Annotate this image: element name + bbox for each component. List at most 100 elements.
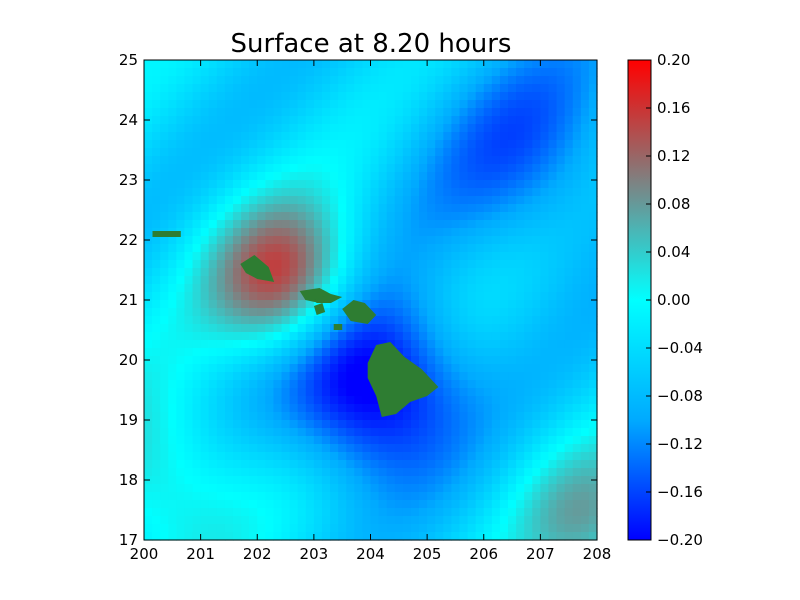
heatmap-cell — [572, 444, 582, 453]
heatmap-cell — [548, 468, 558, 477]
heatmap-cell — [532, 220, 541, 229]
heatmap-cell — [313, 348, 323, 357]
heatmap-cell — [524, 60, 533, 69]
heatmap-cell — [346, 484, 355, 493]
heatmap-cell — [548, 236, 558, 245]
heatmap-cell — [508, 84, 517, 93]
heatmap-cell — [289, 292, 299, 301]
heatmap-cell — [297, 516, 307, 525]
heatmap-cell — [459, 452, 469, 461]
heatmap-cell — [168, 516, 177, 525]
heatmap-cell — [281, 60, 291, 69]
heatmap-cell — [313, 340, 323, 349]
heatmap-cell — [443, 452, 452, 461]
heatmap-cell — [451, 196, 461, 205]
heatmap-cell — [346, 252, 355, 261]
heatmap-cell — [491, 212, 501, 221]
heatmap-cell — [532, 212, 541, 221]
heatmap-cell — [257, 380, 266, 389]
heatmap-cell — [467, 420, 477, 429]
heatmap-cell — [572, 484, 582, 493]
heatmap-cell — [265, 172, 275, 181]
heatmap-cell — [508, 436, 517, 445]
heatmap-cell — [241, 460, 250, 469]
heatmap-cell — [346, 164, 355, 173]
heatmap-cell — [394, 76, 404, 85]
heatmap-cell — [224, 244, 234, 253]
heatmap-cell — [338, 76, 347, 85]
heatmap-cell — [346, 404, 355, 413]
heatmap-cell — [588, 532, 598, 541]
heatmap-cell — [524, 196, 533, 205]
heatmap-cell — [564, 348, 574, 357]
heatmap-cell — [192, 92, 202, 101]
heatmap-cell — [346, 332, 355, 341]
heatmap-cell — [491, 516, 501, 525]
heatmap-cell — [265, 148, 275, 157]
heatmap-cell — [208, 316, 218, 325]
heatmap-cell — [184, 396, 194, 405]
heatmap-cell — [265, 68, 275, 77]
heatmap-cell — [459, 468, 469, 477]
heatmap-cell — [459, 428, 469, 437]
heatmap-cell — [265, 260, 275, 269]
heatmap-cell — [548, 196, 558, 205]
heatmap-cell — [548, 260, 558, 269]
heatmap-cell — [362, 420, 372, 429]
heatmap-cell — [516, 460, 525, 469]
heatmap-cell — [281, 524, 291, 533]
heatmap-cell — [588, 516, 598, 525]
heatmap-cell — [168, 140, 177, 149]
heatmap-cell — [572, 404, 582, 413]
heatmap-cell — [483, 180, 493, 189]
heatmap-cell — [467, 348, 477, 357]
heatmap-cell — [200, 500, 210, 509]
heatmap-cell — [427, 500, 436, 509]
heatmap-cell — [524, 244, 533, 253]
heatmap-cell — [330, 236, 339, 245]
heatmap-cell — [289, 308, 299, 317]
heatmap-cell — [273, 164, 283, 173]
heatmap-cell — [265, 108, 275, 117]
heatmap-cell — [467, 532, 477, 541]
heatmap-cell — [508, 396, 517, 405]
heatmap-cell — [410, 164, 420, 173]
heatmap-cell — [354, 260, 364, 269]
heatmap-cell — [548, 316, 558, 325]
heatmap-cell — [491, 140, 501, 149]
heatmap-cell — [216, 212, 226, 221]
heatmap-cell — [491, 308, 501, 317]
heatmap-cell — [410, 460, 420, 469]
heatmap-cell — [265, 468, 275, 477]
heatmap-cell — [402, 412, 412, 421]
heatmap-cell — [564, 268, 574, 277]
heatmap-cell — [152, 468, 161, 477]
heatmap-cell — [410, 92, 420, 101]
heatmap-cell — [419, 532, 428, 541]
heatmap-cell — [265, 316, 275, 325]
heatmap-cell — [241, 436, 250, 445]
heatmap-cell — [524, 364, 533, 373]
heatmap-cell — [305, 180, 315, 189]
heatmap-cell — [402, 476, 412, 485]
heatmap-cell — [168, 524, 177, 533]
heatmap-cell — [354, 84, 364, 93]
heatmap-cell — [548, 244, 558, 253]
heatmap-cell — [378, 252, 388, 261]
heatmap-cell — [168, 460, 177, 469]
heatmap-cell — [200, 68, 210, 77]
heatmap-cell — [540, 532, 550, 541]
heatmap-cell — [160, 380, 169, 389]
heatmap-cell — [168, 84, 177, 93]
heatmap-cell — [144, 420, 153, 429]
heatmap-cell — [354, 92, 364, 101]
heatmap-cell — [208, 156, 218, 165]
heatmap-cell — [305, 428, 315, 437]
heatmap-cell — [224, 420, 234, 429]
heatmap-cell — [386, 212, 396, 221]
heatmap-cell — [532, 372, 541, 381]
heatmap-cell — [241, 220, 250, 229]
heatmap-cell — [208, 148, 218, 157]
heatmap-cell — [346, 412, 355, 421]
heatmap-cell — [160, 124, 169, 133]
